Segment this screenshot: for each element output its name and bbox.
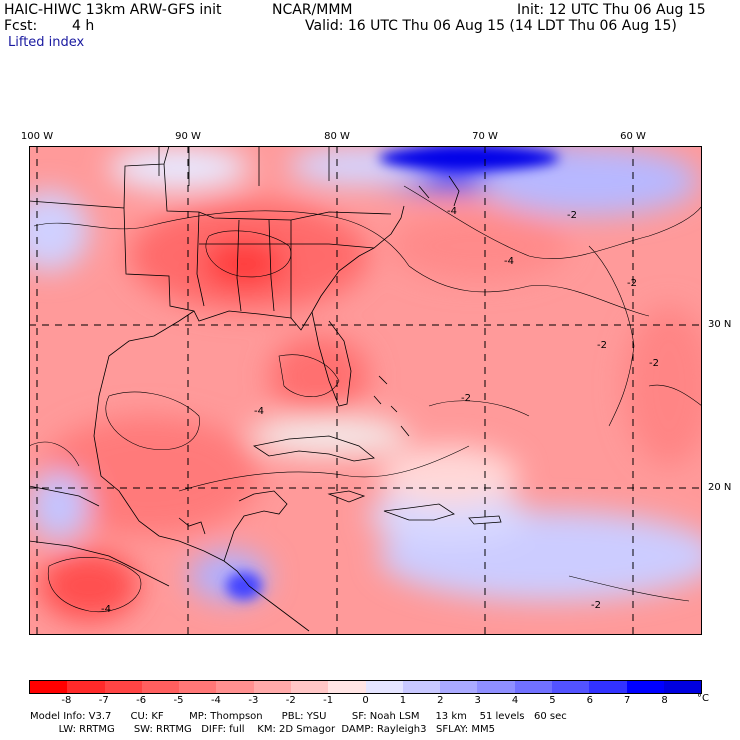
lifted-index-map: -4 -2 -4 -2 -2 -4 -2 -2 -4 -2 <box>29 146 702 635</box>
colorbar <box>29 680 702 694</box>
colorbar-tick-label: 1 <box>399 695 407 706</box>
contour-label: -2 <box>591 600 601 611</box>
init-time: Init: 12 UTC Thu 06 Aug 15 <box>517 2 706 18</box>
contour-label: -2 <box>567 210 577 221</box>
colorbar-tick-label: -4 <box>210 695 221 706</box>
lon-label-70w: 70 W <box>472 131 498 142</box>
colorbar-swatch <box>141 681 180 693</box>
contour-label: -2 <box>627 278 637 289</box>
contour-label: -4 <box>254 406 264 417</box>
colorbar-swatch <box>626 681 664 693</box>
contour-label: -2 <box>649 358 659 369</box>
colorbar-swatch <box>402 681 441 693</box>
colorbar-swatch <box>67 681 105 693</box>
contour-lines <box>29 185 702 613</box>
colorbar-tick-label: -5 <box>173 695 184 706</box>
lon-label-60w: 60 W <box>620 131 646 142</box>
colorbar-tick-label: 6 <box>586 695 594 706</box>
colorbar-swatch <box>551 681 590 693</box>
lat-lon-grid <box>29 146 702 635</box>
field-shading <box>29 146 702 621</box>
forecast-hour: 4 h <box>72 18 95 34</box>
lat-label-30n: 30 N <box>708 319 732 330</box>
contour-label-group: -4 -2 -4 -2 -2 -4 -2 -2 -4 -2 <box>101 206 659 615</box>
colorbar-swatch <box>30 681 68 693</box>
colorbar-swatch <box>104 681 142 693</box>
contour-label: -4 <box>101 604 111 615</box>
contour-label: -2 <box>461 393 471 404</box>
contour-label: -2 <box>597 340 607 351</box>
colorbar-tick-label: -7 <box>98 695 109 706</box>
colorbar-swatch <box>365 681 403 693</box>
colorbar-swatch <box>216 681 254 693</box>
colorbar-tick-label: 3 <box>474 695 481 706</box>
lat-label-20n: 20 N <box>708 482 732 493</box>
model-info-line-1: Model Info: V3.7 CU: KF MP: Thompson PBL… <box>30 711 567 722</box>
contour-label: -4 <box>504 256 514 267</box>
org-label: NCAR/MMM <box>272 2 353 18</box>
colorbar-tick-label: 0 <box>362 695 369 706</box>
lon-label-100w: 100 W <box>20 131 54 142</box>
colorbar-swatch <box>589 681 627 693</box>
field-name: Lifted index <box>8 35 85 50</box>
model-title: HAIC-HIWC 13km ARW-GFS init <box>4 2 222 18</box>
colorbar-swatch <box>328 681 366 693</box>
colorbar-tick-label: 2 <box>437 695 444 706</box>
model-info-line-2: LW: RRTMG SW: RRTMG DIFF: full KM: 2D Sm… <box>30 724 495 735</box>
colorbar-swatch <box>290 681 329 693</box>
colorbar-swatch <box>253 681 291 693</box>
forecast-label: Fcst: <box>4 18 38 34</box>
colorbar-swatch <box>179 681 217 693</box>
colorbar-tick-label: -3 <box>248 695 259 706</box>
map-frame <box>29 146 702 635</box>
colorbar-swatch <box>663 681 702 693</box>
lon-label-80w: 80 W <box>324 131 350 142</box>
colorbar-tick-label: -6 <box>136 695 147 706</box>
valid-time: Valid: 16 UTC Thu 06 Aug 15 (14 LDT Thu … <box>305 18 677 34</box>
contour-label: -4 <box>447 206 457 217</box>
colorbar-tick-label: -2 <box>285 695 296 706</box>
colorbar-tick-label: 8 <box>661 695 668 706</box>
colorbar-swatch <box>440 681 478 693</box>
colorbar-tick-label: -1 <box>323 695 334 706</box>
colorbar-swatch <box>514 681 552 693</box>
colorbar-unit: °C <box>697 693 709 704</box>
colorbar-swatch <box>477 681 515 693</box>
coastlines-borders <box>29 146 502 632</box>
colorbar-tick-label: 5 <box>549 695 556 706</box>
colorbar-tick-label: 4 <box>511 695 519 706</box>
colorbar-tick-label: 7 <box>624 695 631 706</box>
lon-label-90w: 90 W <box>175 131 201 142</box>
colorbar-tick-label: -8 <box>61 695 72 706</box>
